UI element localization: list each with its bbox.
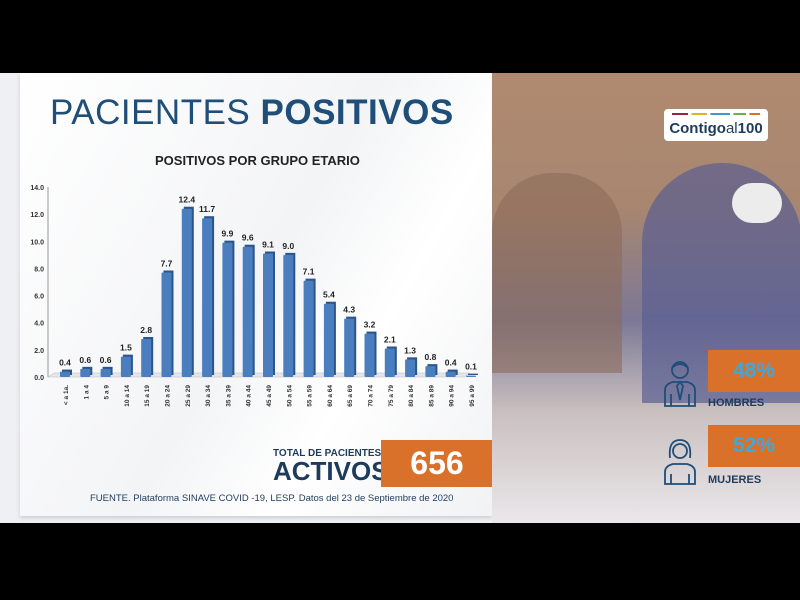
y-tick-label: 8.0	[34, 266, 44, 273]
data-label: 0.4	[445, 358, 457, 368]
bar	[222, 242, 233, 377]
data-label: 1.5	[120, 343, 132, 353]
data-label: 3.2	[364, 320, 376, 330]
data-label: 9.9	[221, 229, 233, 239]
bar	[405, 359, 416, 377]
bar-chart: 0.0 2.0 4.0 6.0 8.0 10.0 12.0 14.0 0.4 < a 1a. 0.6…	[30, 185, 478, 407]
page-title: PACIENTES POSITIVOS	[50, 93, 454, 132]
bar	[80, 368, 91, 377]
data-label: 9.6	[242, 233, 254, 243]
data-label: 2.8	[140, 325, 152, 335]
x-tick-label: 85 a 89	[428, 385, 435, 407]
women-label: MUJERES	[708, 474, 762, 486]
woman-icon	[664, 439, 696, 485]
x-tick-label: 75 a 79	[388, 385, 395, 407]
data-label: 9.0	[282, 241, 294, 251]
bar	[181, 208, 192, 377]
data-label: 0.6	[79, 355, 91, 365]
bar	[100, 368, 111, 377]
chart-title: POSITIVOS POR GRUPO ETARIO	[155, 153, 360, 168]
x-tick-label: 55 a 59	[307, 385, 314, 407]
x-tick-label: < a 1a.	[63, 385, 70, 405]
x-tick-label: 5 a 9	[104, 385, 111, 400]
total-label: TOTAL DE PACIENTES	[273, 448, 382, 459]
x-tick-label: 40 a 44	[246, 385, 253, 407]
mask-shape	[732, 183, 782, 223]
men-label: HOMBRES	[708, 397, 765, 409]
data-label: 9.1	[262, 240, 274, 250]
bar	[60, 371, 70, 377]
data-label: 12.4	[179, 195, 196, 205]
y-tick-label: 4.0	[34, 321, 44, 328]
x-tick-label: 65 a 69	[347, 385, 354, 407]
chart-panel: PACIENTES POSITIVOS POSITIVOS POR GRUPO …	[20, 73, 493, 516]
y-tick-label: 2.0	[34, 348, 44, 355]
x-tick-label: 50 a 54	[286, 385, 293, 407]
x-tick-label: 60 a 64	[327, 385, 334, 407]
data-label: 0.1	[465, 362, 477, 372]
data-label: 0.6	[100, 355, 112, 365]
bar	[303, 280, 314, 377]
x-tick-label: 10 a 14	[124, 385, 131, 407]
bar-side	[468, 373, 478, 375]
x-tick-label: 1 a 4	[83, 385, 90, 400]
women-percentage: 52%	[708, 425, 800, 467]
bar	[364, 333, 375, 377]
x-tick-label: 90 a 94	[449, 385, 456, 407]
bar	[283, 254, 294, 377]
y-tick-label: 12.0	[30, 212, 44, 219]
x-tick-label: 95 a 99	[469, 385, 476, 407]
patient-silhouette	[492, 173, 622, 373]
bar	[263, 253, 273, 377]
bar	[161, 272, 172, 377]
data-label: 7.1	[303, 267, 315, 277]
x-tick-label: 35 a 39	[225, 385, 232, 407]
data-label: 11.7	[199, 204, 215, 214]
bar	[445, 371, 456, 377]
bar	[384, 348, 395, 377]
data-label: 7.7	[161, 259, 173, 269]
x-tick-label: 45 a 49	[266, 385, 273, 407]
x-tick-label: 70 a 74	[368, 385, 375, 407]
photo-panel: Contigo al 100 48% HOMBRES 52% MUJERES	[492, 73, 800, 523]
bar	[242, 246, 253, 377]
y-tick-label: 6.0	[34, 294, 44, 301]
x-tick-label: 25 a 29	[185, 385, 192, 407]
data-label: 5.4	[323, 290, 335, 300]
y-tick-label: 14.0	[30, 185, 44, 192]
man-icon	[664, 361, 696, 407]
data-label: 1.3	[404, 345, 416, 355]
y-tick-label: 0.0	[34, 375, 44, 382]
bar	[141, 339, 152, 377]
bar	[466, 375, 476, 377]
total-sublabel: ACTIVOS	[273, 456, 389, 486]
data-label: 0.8	[424, 352, 436, 362]
data-label: 0.4	[59, 358, 71, 368]
bar	[120, 356, 131, 377]
bar	[323, 303, 334, 377]
y-tick-label: 10.0	[30, 239, 44, 246]
bar	[344, 318, 355, 377]
data-label: 2.1	[384, 335, 396, 345]
x-tick-label: 20 a 24	[165, 385, 172, 407]
x-tick-label: 80 a 84	[408, 385, 415, 407]
logo-contigo-al-100: Contigo al 100	[664, 109, 768, 141]
slide: PACIENTES POSITIVOS POSITIVOS POR GRUPO …	[0, 73, 800, 523]
men-percentage: 48%	[708, 350, 800, 392]
total-value: 656	[381, 440, 493, 487]
data-label: 4.3	[343, 305, 355, 315]
x-tick-label: 15 a 19	[144, 385, 151, 407]
bar	[202, 218, 213, 377]
x-tick-label: 30 a 34	[205, 385, 212, 407]
source-note: FUENTE. Plataforma SINAVE COVID -19, LES…	[90, 493, 454, 504]
bar	[425, 366, 436, 377]
